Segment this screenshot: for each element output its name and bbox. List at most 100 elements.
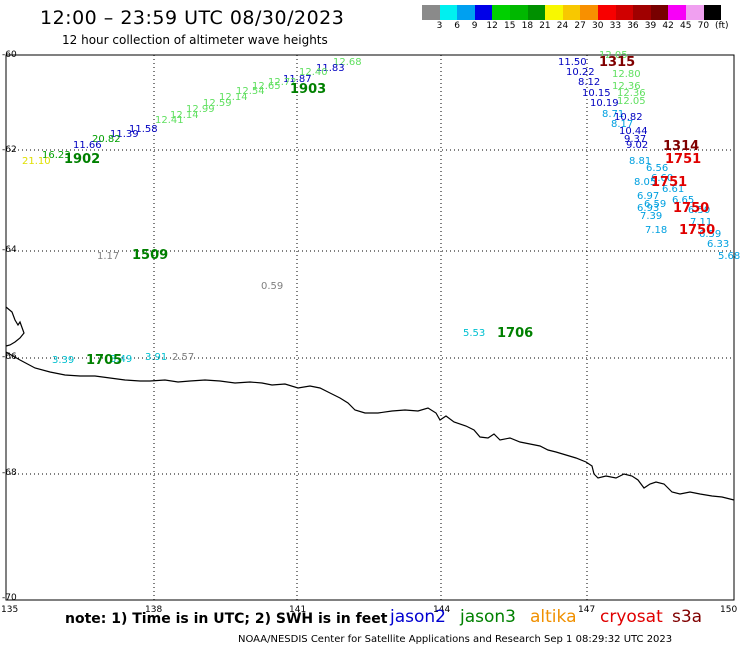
wave-height-label: 8.71 [602,109,625,120]
colorbar-swatch [686,5,704,20]
lon-label: 144 [433,605,451,615]
wave-height-label: 12.99 [186,104,215,115]
lat-label: -68 [2,468,17,478]
wave-height-label: 12.72 [268,77,297,88]
colorbar-tick-label: 3 [436,21,443,31]
colorbar-swatch [650,5,669,20]
wave-height-label: 12.59 [203,98,232,109]
note-text: note: 1) Time is in UTC; 2) SWH is in fe… [65,611,388,627]
wave-height-label: 16.23 [42,150,71,161]
wave-height-label: 12.05 [599,50,628,61]
lon-label: 147 [578,605,596,615]
lat-label: -60 [2,50,17,60]
wave-height-label: 21.10 [22,156,51,167]
pass-time-label: 1902 [64,152,101,167]
latitude-gridlines [6,149,734,475]
wave-height-label: 11.87 [283,74,312,85]
wave-height-label: 12.05 [617,96,646,107]
wave-height-label: 12.14 [170,110,199,121]
colorbar-tick-label: 6 [454,21,460,31]
wave-height-label: 6.65 [672,195,695,206]
colorbar-swatch [474,5,493,20]
wave-height-label: 3.39 [52,355,75,366]
colorbar-swatch [545,5,563,20]
lat-label: -66 [2,352,17,362]
wave-height-label: 12.40 [299,67,328,78]
lat-label: -64 [2,245,17,255]
colorbar-tick-label: 45 [680,21,692,31]
wave-height-label: 11.39 [110,129,139,140]
colorbar-tick-label: 36 [627,21,639,31]
colorbar-tick-label: 30 [592,21,604,31]
wave-height-label: 11.83 [316,63,345,74]
pass-time-label: 1750 [679,223,716,238]
pass-time-label: 1705 [86,353,123,368]
wave-height-label: 6.61 [662,184,685,195]
wave-height-label: 6.33 [707,239,730,250]
footer-credit: NOAA/NESDIS Center for Satellite Applica… [238,634,673,645]
legend-jason2: jason2 [390,607,446,627]
colorbar-swatch [668,5,686,20]
colorbar-swatch [422,5,440,20]
pass-time-label: 1751 [665,152,702,167]
wave-height-label: 9.02 [626,140,649,151]
colorbar-swatch [580,5,598,20]
colorbar-tick-label: 24 [556,21,569,31]
wave-height-label: 3.49 [110,354,133,365]
colorbar-swatch [439,5,458,20]
wave-height-label: 10.19 [590,98,619,109]
pass-time-label: 1751 [651,175,688,190]
wave-height-label: 6.97 [637,191,660,202]
wave-height-label: 12.14 [219,92,248,103]
map-subtitle: 12 hour collection of altimeter wave hei… [62,33,328,47]
colorbar-tick-label: 33 [609,21,622,31]
colorbar-tick-label: 18 [521,21,534,31]
wave-height-label: 7.18 [645,225,668,236]
wave-height-label: 2.57 [172,352,195,363]
wave-height-label: 11.50 [558,57,587,68]
lat-label: -62 [2,145,17,155]
wave-height-label: 5.68 [718,251,740,262]
colorbar-tick-label: 39 [644,21,657,31]
wave-height-label: 6.59 [699,229,722,240]
legend-s3a: s3a [672,607,703,627]
colorbar-tick-label: 12 [486,21,498,31]
colorbar-tick-label: 42 [662,21,674,31]
wave-height-label: 12.68 [333,57,362,68]
colorbar-tick-label: 15 [504,21,516,31]
wave-height-label: 20.82 [92,134,121,145]
wave-height-label: 10.82 [614,112,643,123]
wave-height-label: 12.36 [612,81,641,92]
lon-label: 135 [1,605,19,615]
wave-height-label: 6.60 [651,173,674,184]
wave-height-label: 11.66 [73,140,102,151]
colorbar-tick-label: 9 [471,21,478,31]
colorbar-swatch [633,5,651,20]
colorbar-swatch [703,5,722,20]
colorbar-unit: (ft) [715,21,729,31]
colorbar-swatch [492,5,510,20]
wave-height-label: 10.22 [566,67,595,78]
pass-time-label: 1706 [497,326,534,341]
wave-height-label: 8.81 [629,156,652,167]
wave-height-label: 6.59 [644,199,667,210]
wave-height-label: 3.91 [145,352,168,363]
wave-height-label: 6.93 [637,203,660,214]
colorbar-swatch [562,5,581,20]
lon-label: 138 [145,605,163,615]
wave-height-label: 12.80 [612,69,641,80]
pass-time-label: 1315 [599,55,636,70]
wave-height-label: 11.58 [129,124,158,135]
pass-time-label: 1903 [290,82,327,97]
wave-height-label: 12.41 [155,115,184,126]
colorbar-tick-label: 27 [574,21,586,31]
legend-altika: altika [530,607,577,627]
wave-height-label: 6.56 [646,163,669,174]
wave-height-label: 12.65 [252,81,281,92]
wave-height-label: 8.05 [634,177,657,188]
lon-label: 141 [289,605,307,615]
colorbar-swatch [527,5,546,20]
pass-time-label: 1509 [132,248,169,263]
pass-time-label: 1314 [663,139,700,154]
